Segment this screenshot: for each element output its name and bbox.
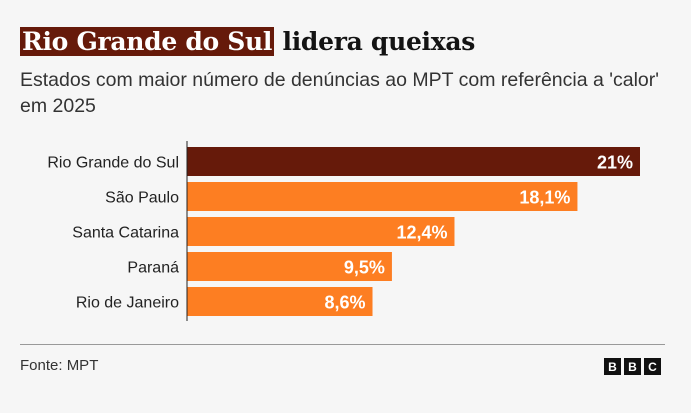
logo-letter: B	[604, 358, 621, 375]
bbc-logo: B B C	[604, 358, 661, 375]
data-label: 21%	[597, 153, 633, 173]
title-rest: lidera queixas	[274, 27, 476, 56]
data-label: 12,4%	[396, 223, 447, 243]
data-label: 18,1%	[519, 188, 570, 208]
bar	[187, 287, 373, 316]
footer-divider	[20, 344, 665, 345]
logo-letter: B	[624, 358, 641, 375]
bar	[187, 217, 455, 246]
source-note: Fonte: MPT	[20, 357, 99, 374]
title-highlight: Rio Grande do Sul	[20, 27, 275, 56]
data-label: 8,6%	[324, 293, 365, 313]
chart-title: Rio Grande do Sul lidera queixas	[20, 27, 475, 56]
bar	[187, 182, 578, 211]
category-label: Paraná	[127, 260, 179, 277]
category-label: Santa Catarina	[72, 225, 179, 242]
category-label: Rio de Janeiro	[76, 295, 179, 312]
category-label: São Paulo	[105, 190, 179, 207]
logo-letter: C	[644, 358, 661, 375]
chart-subtitle: Estados com maior número de denúncias ao…	[20, 69, 659, 117]
bar	[187, 147, 640, 176]
category-label: Rio Grande do Sul	[47, 155, 179, 172]
data-label: 9,5%	[344, 258, 385, 278]
bar	[187, 252, 392, 281]
